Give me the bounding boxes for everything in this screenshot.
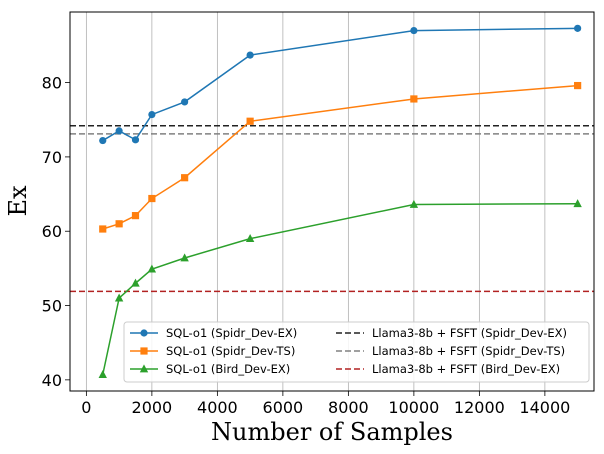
legend-label: SQL-o1 (Spidr_Dev-EX) [166,326,297,340]
legend-label: Llama3-8b + FSFT (Spidr_Dev-EX) [372,326,567,340]
y-axis-title: Ex [4,185,32,217]
legend-label: SQL-o1 (Bird_Dev-EX) [166,362,290,376]
legend-box [123,321,590,383]
data-point [131,278,140,287]
legend-label: SQL-o1 (Spidr_Dev-TS) [166,344,295,358]
data-point [147,264,157,273]
y-tick-label: 70 [42,148,62,167]
data-point [574,24,582,32]
data-point [181,98,189,106]
x-axis-ticks: 0 2000 4000 6000 8000 10000 12000 14000 [81,391,570,417]
y-tick-label: 80 [42,74,62,93]
legend-label: Llama3-8b + FSFT (Spidr_Dev-TS) [372,344,565,358]
data-point [99,225,107,233]
series-group [99,81,582,233]
data-point [148,194,156,203]
x-tick-label: 14000 [519,398,570,417]
data-point [410,95,418,103]
x-tick-label: 8000 [328,398,369,417]
x-axis-title: Number of Samples [211,418,453,446]
y-tick-label: 40 [42,371,62,390]
data-point [410,26,418,35]
data-point [131,136,140,144]
x-tick-label: 2000 [132,398,173,417]
series-group [98,199,582,379]
data-point [573,199,582,208]
data-point [98,370,107,379]
legend-marker-swatch [140,347,148,355]
y-axis-ticks: 40 50 60 70 80 [42,74,70,390]
data-point [409,199,419,208]
data-point [114,293,124,302]
x-tick-label: 10000 [388,398,439,417]
y-tick-label: 60 [42,222,62,241]
data-point [245,234,255,243]
data-point [246,51,254,59]
data-point [180,253,189,262]
data-point [574,81,582,90]
reference-lines [70,124,594,293]
data-point [148,110,156,119]
data-series [98,24,582,379]
plot-frame [69,11,595,392]
x-tick-label: 4000 [197,398,238,417]
x-tick-label: 0 [81,398,91,417]
legend-marker-swatch [139,364,149,373]
data-point [131,212,140,220]
data-point [246,117,254,125]
data-point [181,174,189,182]
data-point [115,127,123,135]
data-point [115,220,123,228]
x-tick-label: 6000 [263,398,304,417]
data-point [99,136,107,145]
y-tick-label: 50 [42,297,62,316]
series-line [102,202,578,375]
legend: SQL-o1 (Spidr_Dev-EX) SQL-o1 (Spidr_Dev-T… [123,321,590,383]
legend-marker-swatch [140,329,148,337]
x-tick-label: 12000 [454,398,505,417]
series-group [99,24,582,145]
legend-label: Llama3-8b + FSFT (Bird_Dev-EX) [372,362,560,376]
